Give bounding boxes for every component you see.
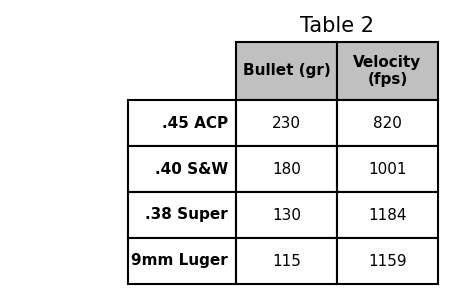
Bar <box>128 42 236 100</box>
Bar <box>337 42 438 100</box>
Text: 820: 820 <box>373 115 402 130</box>
Text: Table 2: Table 2 <box>300 16 374 36</box>
Bar <box>337 100 438 146</box>
Bar <box>337 192 438 238</box>
Text: 1184: 1184 <box>368 207 407 223</box>
Bar <box>128 238 236 284</box>
Bar <box>337 238 438 284</box>
Text: Bullet (gr): Bullet (gr) <box>243 63 330 79</box>
Bar <box>128 146 236 192</box>
Bar <box>236 100 337 146</box>
Text: .38 Super: .38 Super <box>145 207 228 223</box>
Text: 180: 180 <box>272 162 301 177</box>
Text: Velocity
(fps): Velocity (fps) <box>353 55 421 87</box>
Text: 9mm Luger: 9mm Luger <box>131 253 228 268</box>
Bar <box>236 146 337 192</box>
Text: .40 S&W: .40 S&W <box>155 162 228 177</box>
Bar <box>128 192 236 238</box>
Text: 1001: 1001 <box>368 162 407 177</box>
Text: 115: 115 <box>272 253 301 268</box>
Bar <box>236 42 337 100</box>
Bar <box>128 100 236 146</box>
Bar <box>236 238 337 284</box>
Text: 230: 230 <box>272 115 301 130</box>
Bar <box>236 192 337 238</box>
Text: 130: 130 <box>272 207 301 223</box>
Text: 1159: 1159 <box>368 253 407 268</box>
Bar <box>337 146 438 192</box>
Text: .45 ACP: .45 ACP <box>162 115 228 130</box>
